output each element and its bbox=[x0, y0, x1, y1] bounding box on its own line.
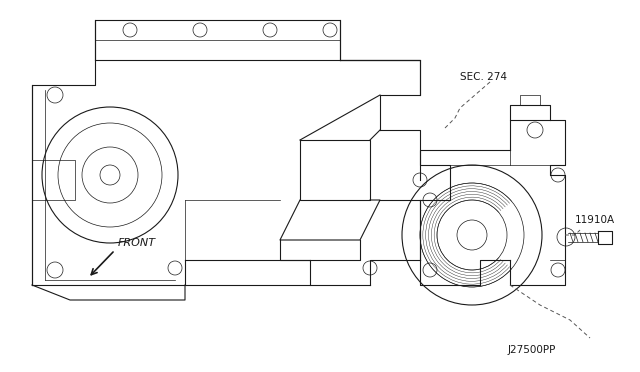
Text: SEC. 274: SEC. 274 bbox=[460, 72, 507, 82]
Text: 11910A: 11910A bbox=[575, 215, 615, 225]
Text: J27500PP: J27500PP bbox=[508, 345, 556, 355]
Text: FRONT: FRONT bbox=[118, 238, 156, 248]
